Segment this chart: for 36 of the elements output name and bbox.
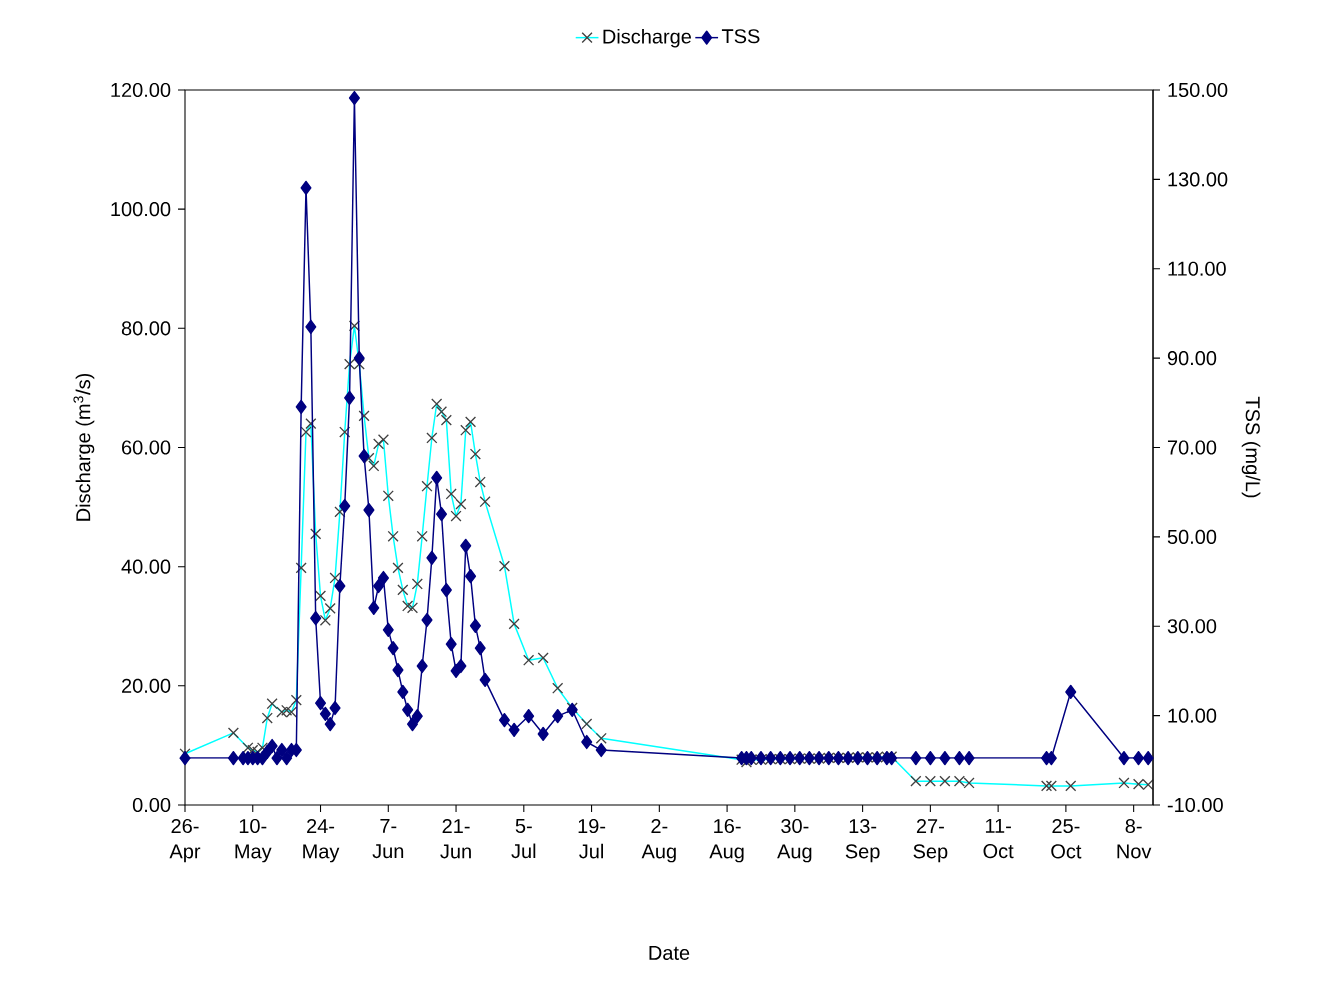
x-tick-label: 7- Jun — [372, 818, 404, 859]
y2-tick-label: 130.00 — [1168, 172, 1228, 187]
y2-tick-label: 50.00 — [1167, 529, 1217, 544]
y-tick-label: 60.00 — [122, 440, 171, 455]
y-tick-label: 0.00 — [132, 797, 171, 813]
y-axis-title: Discharge (m$^{3}$/s) — [73, 373, 95, 521]
x-tick-label: 2- Aug — [641, 818, 676, 863]
y-tick-label: 100.00 — [111, 202, 171, 217]
x-tick-label: 19- Jul — [578, 818, 606, 859]
x-tick-label: 11- Oct — [983, 818, 1014, 859]
x-tick-label: 27- Sep — [913, 818, 948, 863]
y2-tick-label: 110.00 — [1168, 261, 1226, 276]
y2-tick-label: 150.00 — [1168, 82, 1228, 98]
x-axis-title: Date — [649, 945, 690, 960]
y-tick-label: 40.00 — [121, 559, 171, 574]
y2-tick-label: 10.00 — [1168, 708, 1217, 723]
x-tick-label: 13- Sep — [845, 818, 880, 863]
x-tick-label: 8- Nov — [1117, 818, 1152, 859]
x-tick-label: 5- Jul — [511, 818, 536, 859]
x-tick-label: 25- Oct — [1051, 818, 1082, 859]
x-tick-label: 10- May — [235, 818, 272, 863]
y2-tick-label: -10.00 — [1167, 797, 1223, 813]
y-tick-label: 20.00 — [122, 678, 171, 693]
x-tick-label: 24- May — [303, 818, 340, 863]
legend-label: Discharge — [603, 28, 691, 48]
x-tick-label: 21- Jun — [440, 818, 471, 859]
x-tick-label: 16- Aug — [709, 818, 744, 863]
y-tick-label: 120.00 — [111, 82, 171, 98]
y2-tick-label: 90.00 — [1167, 351, 1217, 366]
y2-tick-label: 70.00 — [1167, 440, 1217, 455]
y2-axis-title: TSS (mg/L) — [1241, 396, 1261, 498]
y-tick-label: 80.00 — [121, 321, 171, 336]
legend-label: TSS — [721, 29, 760, 44]
x-tick-label: 30- Aug — [777, 818, 812, 863]
x-tick-label: 26- Apr — [169, 818, 201, 863]
y2-tick-label: 30.00 — [1167, 619, 1217, 634]
